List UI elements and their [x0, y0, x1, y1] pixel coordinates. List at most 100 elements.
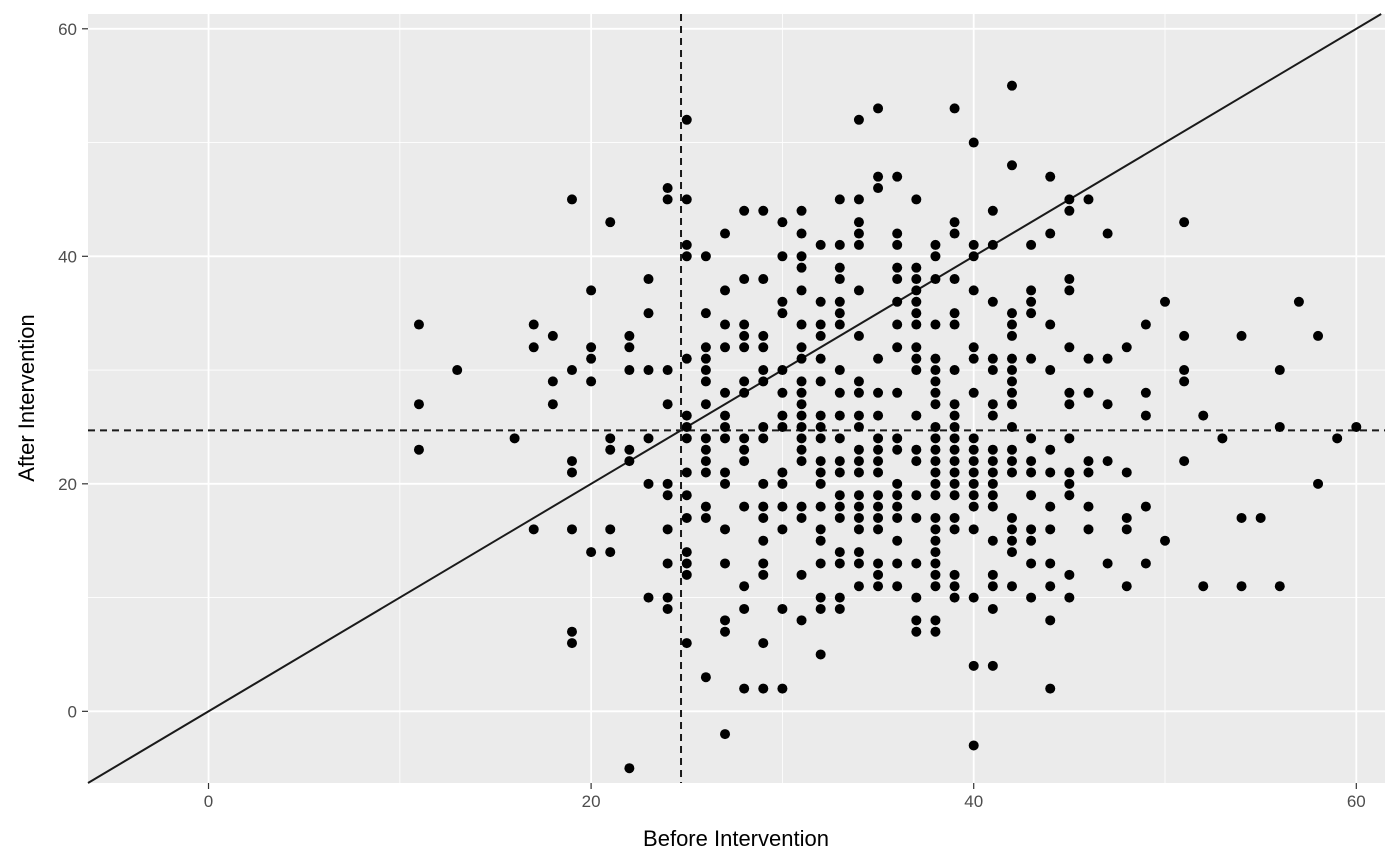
data-points: [413, 80, 1362, 774]
data-point: [873, 353, 884, 364]
data-point: [720, 319, 731, 330]
data-point: [1006, 467, 1017, 478]
data-point: [834, 603, 845, 614]
data-point: [853, 547, 864, 558]
data-point: [566, 365, 577, 376]
data-point: [681, 433, 692, 444]
data-point: [968, 592, 979, 603]
data-point: [949, 478, 960, 489]
data-point: [1006, 444, 1017, 455]
data-point: [930, 535, 941, 546]
data-point: [1064, 399, 1075, 410]
data-point: [949, 274, 960, 285]
data-point: [777, 421, 788, 432]
data-point: [949, 217, 960, 228]
data-point: [815, 421, 826, 432]
data-point: [509, 433, 520, 444]
data-point: [643, 274, 654, 285]
data-point: [1006, 456, 1017, 467]
data-point: [1064, 342, 1075, 353]
data-point: [987, 205, 998, 216]
data-point: [949, 512, 960, 523]
data-point: [949, 103, 960, 114]
data-point: [739, 433, 750, 444]
data-point: [662, 558, 673, 569]
data-point: [1083, 456, 1094, 467]
data-point: [930, 490, 941, 501]
data-point: [1006, 376, 1017, 387]
data-point: [1006, 160, 1017, 171]
data-point: [796, 285, 807, 296]
data-point: [1045, 615, 1056, 626]
data-point: [911, 308, 922, 319]
data-point: [758, 376, 769, 387]
data-point: [739, 205, 750, 216]
data-point: [873, 444, 884, 455]
data-point: [834, 239, 845, 250]
data-point: [834, 558, 845, 569]
data-point: [987, 296, 998, 307]
data-point: [911, 615, 922, 626]
data-point: [853, 410, 864, 421]
x-axis-ticks: 0 20 40 60: [204, 783, 1366, 811]
data-point: [739, 376, 750, 387]
data-point: [930, 365, 941, 376]
data-point: [681, 558, 692, 569]
data-point: [796, 456, 807, 467]
data-point: [758, 683, 769, 694]
data-point: [873, 569, 884, 580]
data-point: [968, 285, 979, 296]
data-point: [681, 239, 692, 250]
data-point: [911, 296, 922, 307]
data-point: [873, 103, 884, 114]
data-point: [968, 433, 979, 444]
data-point: [815, 239, 826, 250]
data-point: [1045, 501, 1056, 512]
data-point: [949, 308, 960, 319]
data-point: [987, 239, 998, 250]
data-point: [873, 581, 884, 592]
data-point: [1083, 387, 1094, 398]
data-point: [949, 456, 960, 467]
data-point: [1179, 217, 1190, 228]
data-point: [739, 603, 750, 614]
data-point: [643, 592, 654, 603]
data-point: [700, 444, 711, 455]
data-point: [758, 274, 769, 285]
data-point: [720, 433, 731, 444]
data-point: [1064, 490, 1075, 501]
data-point: [911, 319, 922, 330]
data-point: [796, 262, 807, 273]
data-point: [968, 456, 979, 467]
data-point: [949, 433, 960, 444]
data-point: [853, 228, 864, 239]
data-point: [720, 285, 731, 296]
data-point: [528, 524, 539, 535]
data-point: [624, 330, 635, 341]
data-point: [1026, 433, 1037, 444]
data-point: [662, 183, 673, 194]
data-point: [1064, 592, 1075, 603]
data-point: [739, 501, 750, 512]
data-point: [796, 251, 807, 262]
data-point: [892, 433, 903, 444]
data-point: [1236, 581, 1247, 592]
data-point: [987, 410, 998, 421]
data-point: [681, 353, 692, 364]
data-point: [892, 171, 903, 182]
data-point: [720, 410, 731, 421]
data-point: [815, 319, 826, 330]
data-point: [758, 342, 769, 353]
data-point: [892, 342, 903, 353]
data-point: [911, 274, 922, 285]
data-point: [739, 274, 750, 285]
data-point: [873, 183, 884, 194]
data-point: [777, 217, 788, 228]
data-point: [1045, 319, 1056, 330]
data-point: [1045, 365, 1056, 376]
data-point: [1026, 296, 1037, 307]
data-point: [739, 581, 750, 592]
data-point: [930, 569, 941, 580]
data-point: [930, 251, 941, 262]
data-point: [720, 387, 731, 398]
